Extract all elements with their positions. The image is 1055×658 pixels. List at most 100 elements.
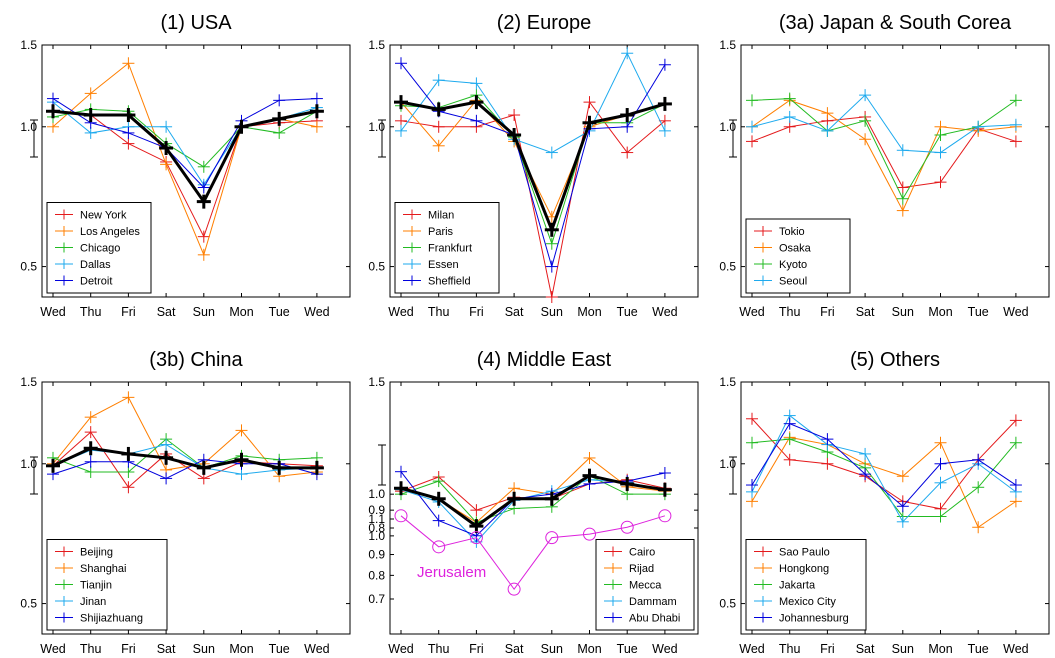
data-point: [658, 124, 671, 137]
data-point: [122, 57, 135, 70]
data-point: [197, 248, 210, 261]
average-point: [234, 119, 249, 134]
legend-item-jakarta: Jakarta: [754, 579, 816, 592]
legend-item-essen: Essen: [403, 259, 459, 271]
legend-item-frankfurt: Frankfurt: [403, 242, 472, 255]
legend-swatch-marker: [608, 612, 618, 623]
data-point: [621, 146, 634, 159]
legend-swatch-marker: [758, 596, 768, 606]
series-average: [46, 441, 324, 475]
data-point: [1009, 414, 1022, 427]
legend-item-shijiazhuang: Shijiazhuang: [55, 612, 143, 625]
legend-item-cairo: Cairo: [604, 546, 655, 559]
x-tick-label-sun: Sun: [193, 305, 215, 319]
legend-swatch-marker: [59, 259, 69, 269]
inset-y-tick-label: 0.9: [368, 548, 385, 562]
data-point: [1009, 479, 1022, 492]
legend-label: Tianjin: [80, 580, 112, 592]
data-point: [821, 124, 834, 137]
series-line: [52, 444, 317, 475]
series-average: [394, 468, 672, 534]
x-tick-label-wed: Wed: [388, 305, 414, 319]
legend-label: Essen: [428, 259, 459, 271]
x-tick-label-sat: Sat: [856, 642, 875, 656]
series-line: [751, 438, 1017, 517]
inset-point: [432, 540, 446, 554]
x-tick-label-mon: Mon: [577, 305, 601, 319]
average-point: [83, 441, 98, 456]
average-point: [544, 491, 559, 506]
data-point: [432, 139, 445, 152]
x-tick-label-mon: Mon: [229, 305, 253, 319]
x-tick-label-mon: Mon: [928, 305, 952, 319]
data-point: [821, 457, 834, 470]
legend-label: Paris: [428, 226, 454, 238]
inset-point: [620, 520, 634, 534]
data-point: [783, 433, 796, 446]
legend-label: Sheffield: [428, 276, 471, 288]
legend-swatch-marker: [608, 563, 618, 573]
legend-label: Hongkong: [779, 563, 829, 575]
legend-label: Johannesburg: [779, 613, 849, 625]
x-tick-label-tue: Tue: [269, 642, 290, 656]
legend-label: Dallas: [80, 259, 111, 271]
x-tick-label-mon: Mon: [577, 642, 601, 656]
legend-swatch-marker: [758, 242, 768, 253]
data-point: [934, 476, 947, 489]
data-point: [122, 466, 135, 479]
data-point: [658, 467, 671, 479]
x-tick-label-tue: Tue: [269, 305, 290, 319]
data-point: [658, 114, 671, 127]
legend: New York Los Angeles Chicago Dallas Detroit: [46, 202, 152, 294]
series-line: [400, 52, 666, 154]
chart-title: (3b) China: [149, 349, 243, 371]
y-tick-label: 0.5: [20, 597, 37, 611]
y-tick-label: 1.5: [20, 375, 37, 389]
legend-swatch-marker: [59, 242, 69, 253]
data-point: [934, 457, 947, 470]
data-point: [583, 96, 596, 109]
legend-item-paris: Paris: [403, 226, 454, 238]
average-point: [469, 95, 484, 110]
error-bar: [30, 456, 38, 495]
data-point: [1009, 436, 1022, 449]
legend-item-tokio: Tokio: [754, 226, 805, 238]
inset-point: [507, 582, 521, 596]
x-tick-label-sat: Sat: [505, 642, 524, 656]
y-tick-label: 0.5: [719, 260, 736, 274]
legend-item-beijing: Beijing: [55, 546, 113, 559]
legend-swatch-marker: [758, 275, 768, 286]
series-line: [52, 459, 318, 479]
legend-swatch-marker: [59, 612, 69, 623]
inset-y-tick-label: 0.8: [368, 568, 385, 582]
inset-point: [394, 509, 408, 523]
x-tick-label-tue: Tue: [968, 642, 989, 656]
average-line: [52, 446, 317, 470]
data-point: [821, 107, 834, 120]
legend-label: Osaka: [779, 243, 812, 255]
data-point: [972, 453, 985, 466]
x-tick-label-thu: Thu: [428, 642, 450, 656]
series-line: [400, 94, 666, 246]
data-point: [122, 391, 135, 404]
x-tick-label-mon: Mon: [928, 642, 952, 656]
x-tick-label-thu: Thu: [428, 305, 450, 319]
legend-label: Los Angeles: [80, 226, 140, 238]
data-point: [235, 468, 248, 481]
data-point: [746, 436, 758, 449]
data-point: [658, 58, 671, 71]
x-tick-label-fri: Fri: [121, 642, 136, 656]
data-point: [470, 77, 483, 90]
data-point: [310, 120, 323, 133]
x-tick-label-wed: Wed: [40, 642, 66, 656]
series-line: [751, 436, 1017, 529]
legend-item-detroit: Detroit: [55, 275, 112, 288]
legend-label: Frankfurt: [428, 243, 472, 255]
data-point: [972, 521, 985, 534]
data-point: [160, 438, 173, 451]
data-point: [395, 57, 407, 70]
average-point: [234, 452, 249, 467]
data-point: [972, 481, 985, 494]
data-point: [1009, 118, 1022, 131]
average-point: [620, 108, 635, 123]
